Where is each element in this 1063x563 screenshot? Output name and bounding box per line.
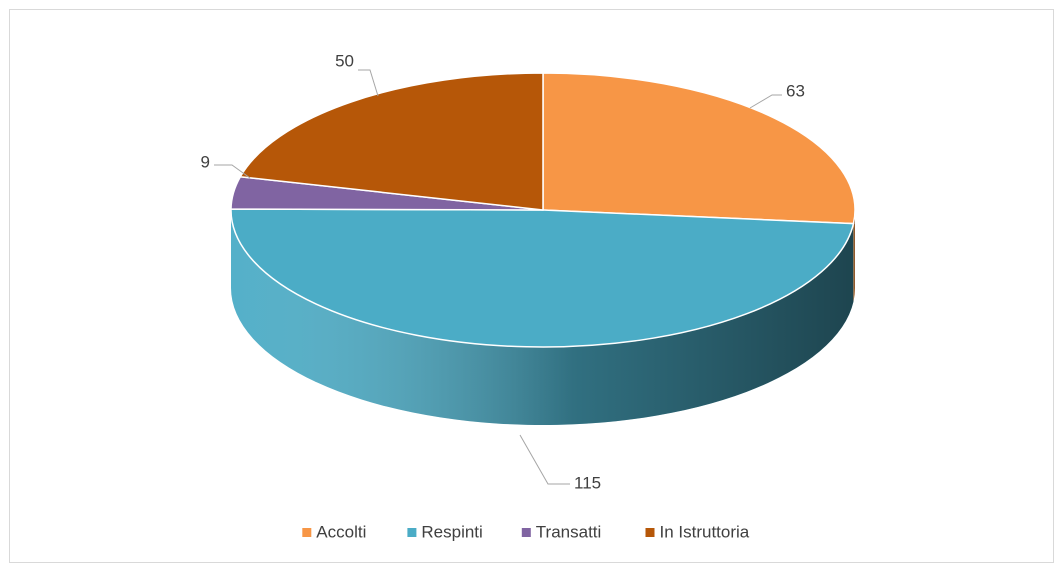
legend-label: In Istruttoria (660, 522, 750, 541)
legend-swatch (521, 528, 531, 537)
slice (230, 208, 855, 348)
legend: Accolti Respinti Transatti In Istruttoria (302, 522, 750, 541)
legend-swatch (645, 528, 655, 537)
legend-label: Accolti (316, 522, 366, 541)
legend-swatch (302, 528, 312, 537)
data-label: 9 (201, 152, 210, 171)
leader-line (358, 69, 379, 97)
slice (239, 72, 544, 211)
data-label: 115 (574, 473, 601, 492)
leader-line (749, 94, 782, 109)
leader-line (519, 434, 570, 485)
data-label: 50 (335, 51, 354, 70)
leader-line (214, 164, 251, 179)
legend-label: Respinti (421, 522, 482, 541)
slice (542, 72, 856, 225)
slice-side-shade (853, 210, 855, 302)
legend-swatch (407, 528, 417, 537)
data-label: 63 (786, 81, 805, 100)
legend-label: Transatti (536, 522, 602, 541)
slice-side-shade (230, 210, 854, 426)
plot-area: 63 115 9 50 (201, 51, 856, 492)
